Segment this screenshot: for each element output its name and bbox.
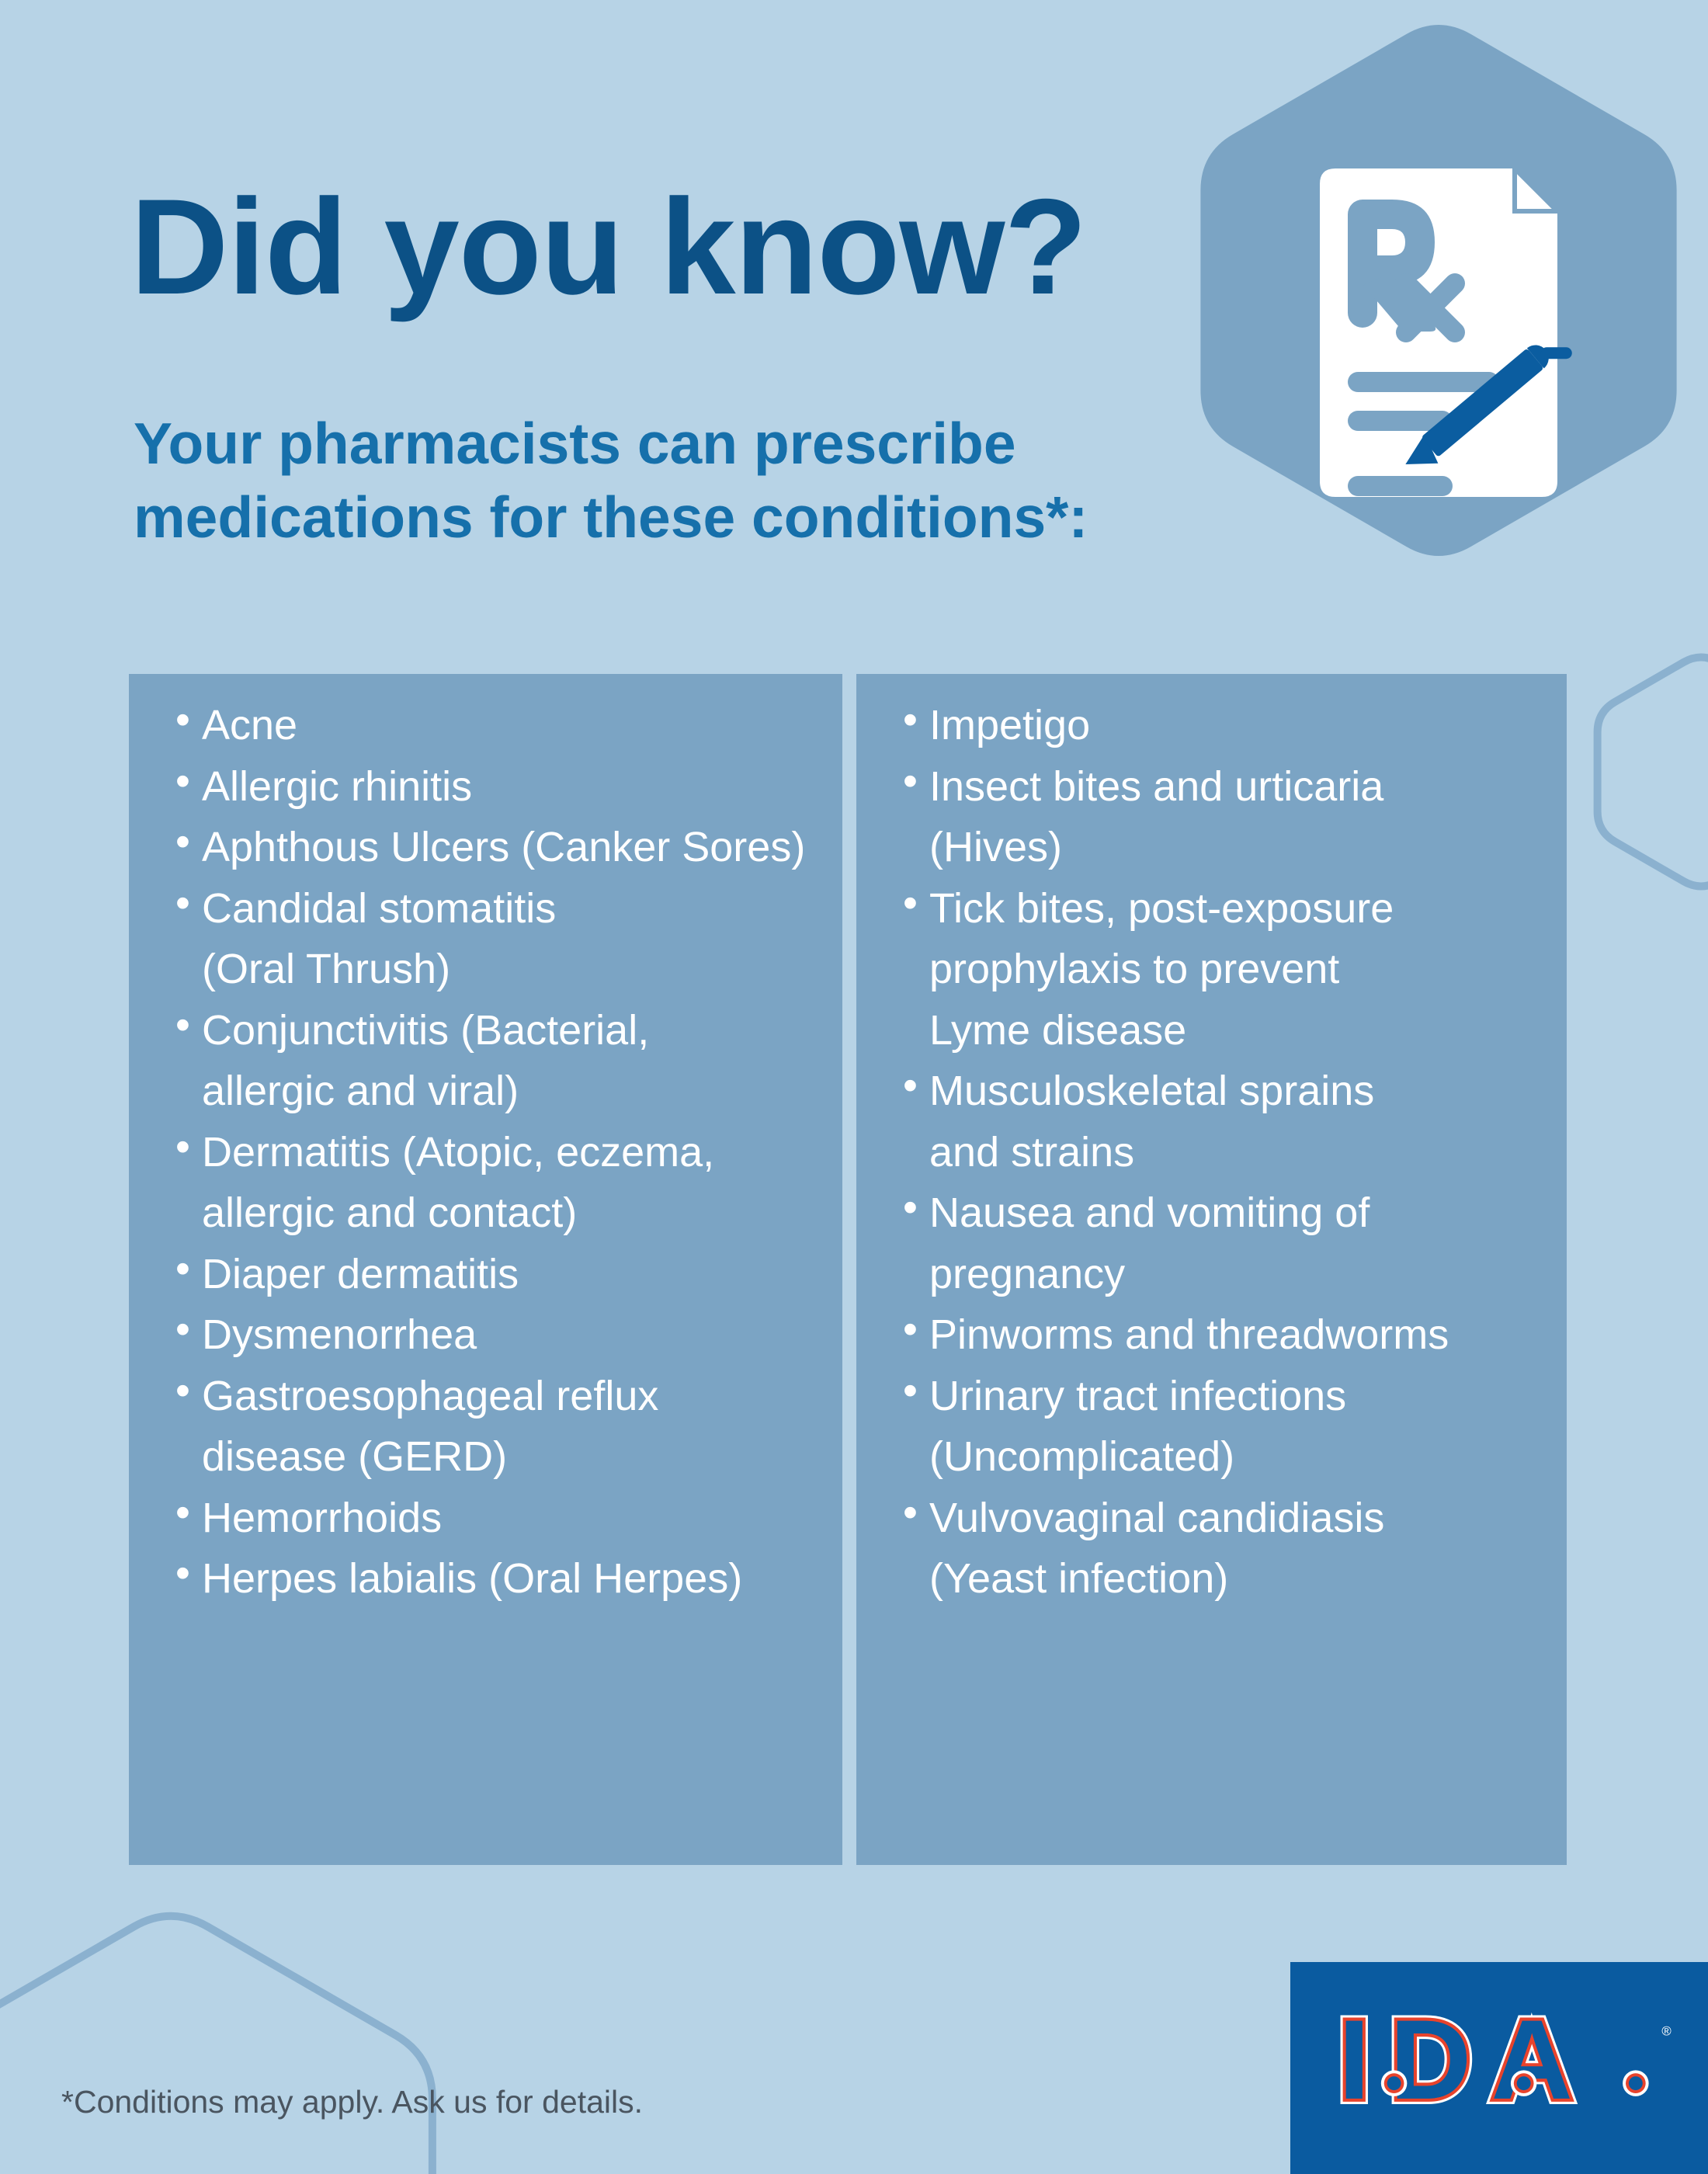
svg-text:IDA: IDA: [1338, 1996, 1592, 2123]
svg-text:®: ®: [1661, 2024, 1672, 2039]
